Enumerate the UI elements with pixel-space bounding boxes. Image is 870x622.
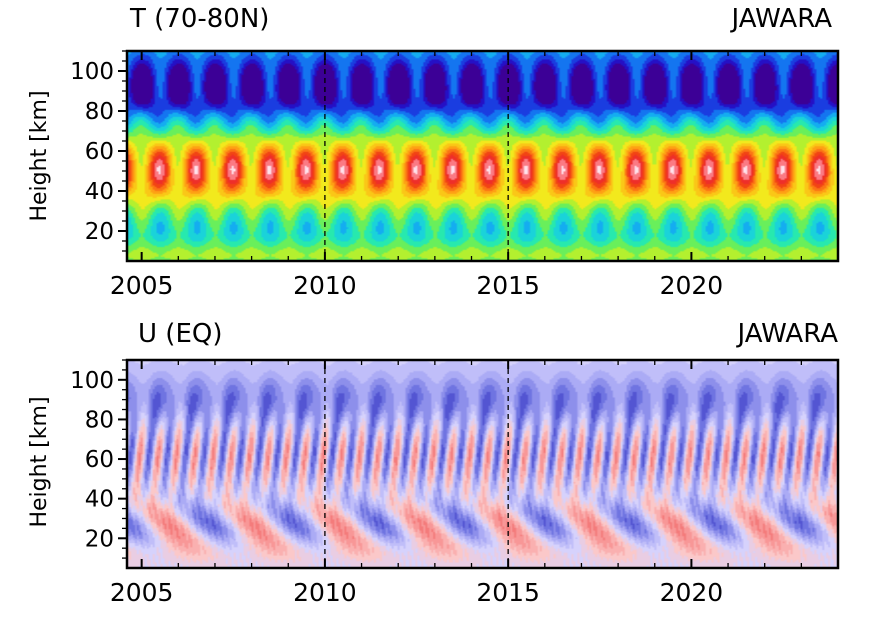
y-tick-label: 40 — [85, 179, 114, 205]
y-tick-label: 20 — [85, 219, 114, 245]
heatmap-image — [127, 360, 838, 568]
x-tick-label: 2015 — [476, 271, 540, 300]
y-axis-label: Height [km] — [27, 396, 52, 527]
y-axis-label: Height [km] — [27, 90, 52, 221]
reference-lines — [324, 51, 509, 261]
x-tick-label: 2010 — [293, 578, 357, 607]
y-tick-label: 20 — [85, 526, 114, 552]
x-tick-label: 2020 — [660, 578, 724, 607]
y-tick-label: 80 — [85, 99, 114, 125]
x-tick-labels: 2005 2010 2015 2020 — [110, 578, 723, 607]
panel-title: T (70-80N) — [129, 4, 269, 34]
x-tick-label: 2005 — [110, 578, 174, 607]
x-tick-label: 2020 — [660, 271, 724, 300]
x-tick-label: 2005 — [110, 271, 174, 300]
y-tick-label: 100 — [70, 59, 114, 85]
model-label: JAWARA — [736, 319, 839, 349]
x-tick-labels: 2005 2010 2015 2020 — [110, 271, 723, 300]
panel-wind: U (EQ) JAWARA Height [km] 20 40 60 80 100 20… — [27, 319, 840, 607]
y-tick-label: 40 — [85, 487, 114, 513]
y-tick-label: 60 — [85, 139, 114, 165]
y-tick-label: 60 — [85, 447, 114, 473]
x-tick-label: 2015 — [476, 578, 540, 607]
model-label: JAWARA — [730, 4, 833, 34]
y-tick-label: 80 — [85, 407, 114, 433]
plot-frame — [125, 358, 840, 570]
y-tick-labels: 20 40 60 80 100 — [70, 59, 114, 245]
y-tick-labels: 20 40 60 80 100 — [70, 368, 114, 552]
y-tick-label: 100 — [70, 368, 114, 394]
plot-frame — [125, 49, 840, 263]
panel-title: U (EQ) — [138, 319, 222, 349]
heatmap-image — [127, 51, 838, 261]
panel-temperature: T (70-80N) JAWARA Height [km] 20 40 60 80 10… — [27, 4, 840, 300]
reference-lines — [324, 360, 509, 568]
x-tick-label: 2010 — [293, 271, 357, 300]
